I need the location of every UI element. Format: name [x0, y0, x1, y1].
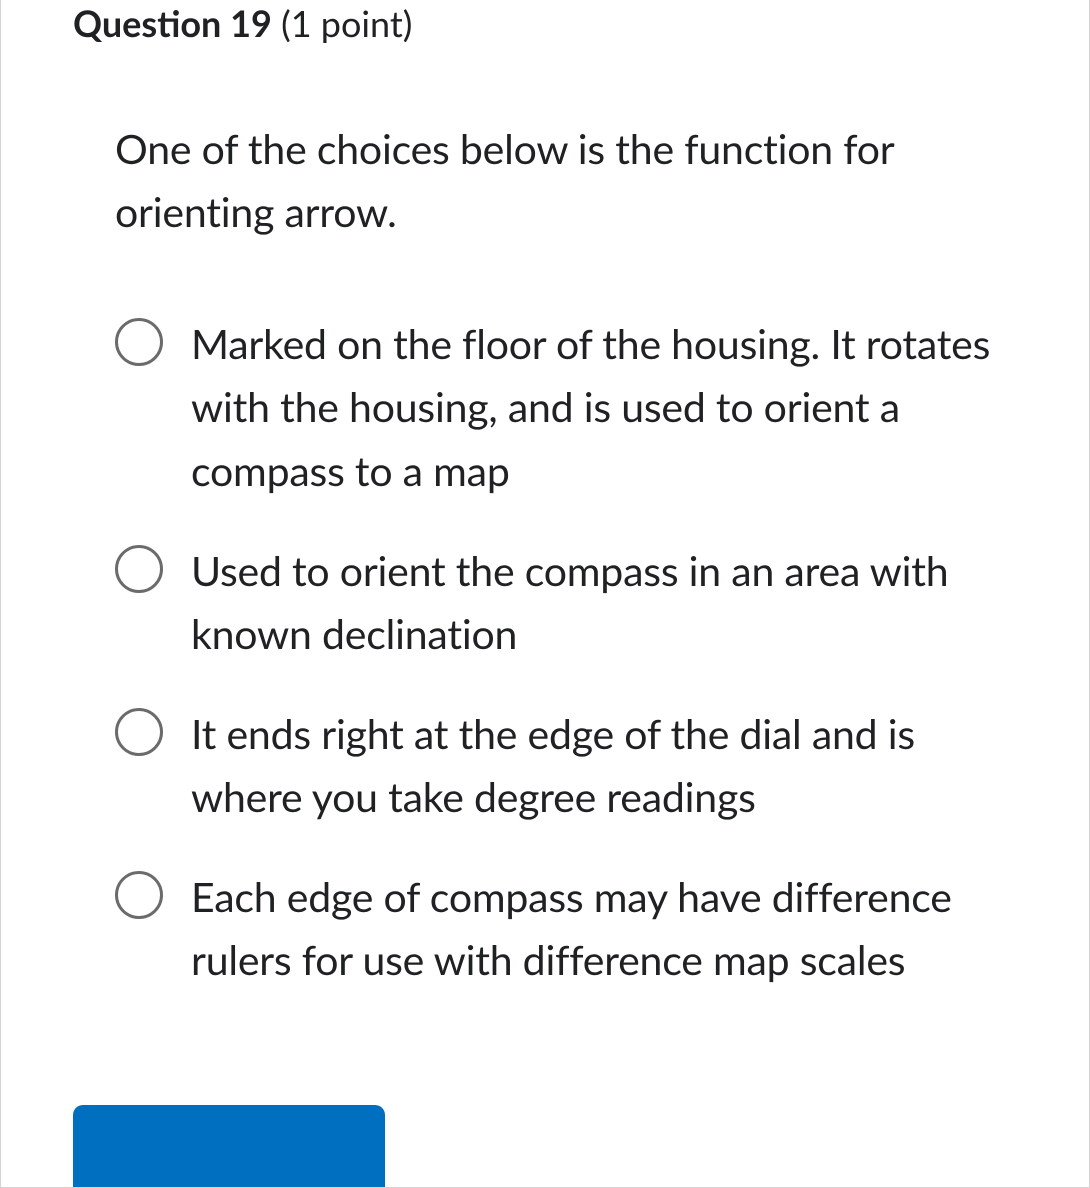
question-body: One of the choices below is the function… [1, 47, 1089, 992]
question-header: Question 19 (1 point) [1, 0, 1089, 47]
next-page-button[interactable] [73, 1105, 385, 1187]
answer-option[interactable]: Marked on the floor of the housing. It r… [115, 312, 1017, 503]
answer-option[interactable]: It ends right at the edge of the dial an… [115, 702, 1017, 829]
radio-icon[interactable] [115, 318, 163, 366]
answer-text: Marked on the floor of the housing. It r… [191, 312, 1017, 503]
answer-list: Marked on the floor of the housing. It r… [115, 312, 1017, 992]
answer-option[interactable]: Each edge of compass may have difference… [115, 865, 1017, 992]
radio-icon[interactable] [115, 871, 163, 919]
question-points: (1 point) [281, 1, 412, 45]
radio-icon[interactable] [115, 708, 163, 756]
answer-text: It ends right at the edge of the dial an… [191, 702, 1017, 829]
answer-text: Each edge of compass may have difference… [191, 865, 1017, 992]
radio-icon[interactable] [115, 545, 163, 593]
question-prompt: One of the choices below is the function… [115, 117, 1017, 244]
answer-text: Used to orient the compass in an area wi… [191, 539, 1017, 666]
quiz-container: Question 19 (1 point) One of the choices… [0, 0, 1090, 1188]
footer [73, 1105, 1017, 1187]
question-number: Question 19 [73, 1, 272, 45]
answer-option[interactable]: Used to orient the compass in an area wi… [115, 539, 1017, 666]
